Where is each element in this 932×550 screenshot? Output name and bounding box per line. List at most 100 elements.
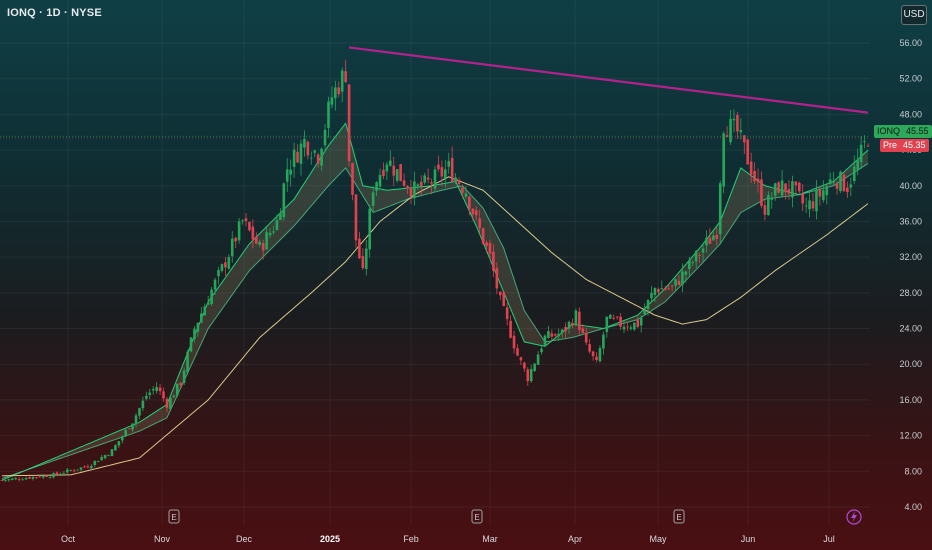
candle bbox=[846, 181, 849, 198]
candle-body bbox=[389, 160, 392, 166]
candle-body bbox=[688, 260, 691, 270]
candle bbox=[309, 151, 313, 165]
candle-body bbox=[138, 408, 141, 416]
candle bbox=[258, 239, 262, 248]
candle-body bbox=[296, 151, 299, 163]
candle-body bbox=[591, 351, 595, 357]
candle-body bbox=[588, 344, 591, 352]
candle bbox=[145, 391, 148, 401]
candle bbox=[461, 184, 464, 199]
candle bbox=[578, 307, 581, 335]
candle bbox=[815, 180, 818, 220]
candle bbox=[660, 280, 664, 290]
candle bbox=[753, 162, 756, 185]
candle bbox=[852, 155, 856, 184]
candle bbox=[230, 231, 234, 263]
candle-body bbox=[602, 334, 605, 349]
candle bbox=[464, 185, 468, 199]
candle-body bbox=[378, 174, 382, 187]
candle bbox=[488, 239, 492, 260]
candle bbox=[361, 248, 365, 270]
candle-body bbox=[28, 477, 31, 479]
candle bbox=[698, 252, 701, 264]
candle bbox=[31, 476, 35, 481]
candle bbox=[433, 165, 437, 193]
y-tick-label: 24.00 bbox=[899, 324, 922, 334]
candle bbox=[69, 469, 73, 472]
candle bbox=[608, 313, 612, 319]
x-tick-label: Oct bbox=[61, 534, 76, 544]
candle-body bbox=[337, 87, 341, 95]
lightning-glyph bbox=[851, 511, 857, 523]
candle-body bbox=[55, 472, 59, 475]
candle bbox=[378, 168, 382, 190]
candle-body bbox=[7, 479, 11, 481]
candle bbox=[595, 352, 598, 363]
candle bbox=[739, 118, 743, 140]
candle-body bbox=[244, 218, 248, 222]
candle-body bbox=[612, 317, 615, 319]
candle bbox=[502, 290, 506, 307]
candle bbox=[822, 180, 825, 203]
candle-body bbox=[471, 208, 475, 215]
candle bbox=[859, 136, 863, 169]
candle bbox=[224, 257, 227, 276]
candle bbox=[7, 478, 11, 482]
candle bbox=[474, 206, 478, 221]
candle bbox=[241, 219, 244, 225]
candle-body bbox=[557, 333, 561, 337]
candle bbox=[756, 168, 760, 193]
candle-body bbox=[529, 369, 533, 382]
candle bbox=[447, 152, 451, 174]
candle-body bbox=[705, 237, 708, 246]
candle bbox=[574, 308, 578, 327]
candle-body bbox=[316, 154, 320, 164]
candle bbox=[337, 81, 341, 98]
candle bbox=[38, 475, 42, 478]
candle-body bbox=[430, 182, 433, 184]
candle bbox=[712, 229, 715, 241]
candle bbox=[732, 109, 736, 133]
candle bbox=[509, 315, 512, 339]
candle bbox=[505, 302, 509, 326]
candle bbox=[48, 475, 52, 479]
candle-body bbox=[818, 189, 822, 197]
candle-body bbox=[395, 169, 399, 181]
candle bbox=[206, 295, 210, 306]
candle-body bbox=[182, 370, 186, 383]
x-tick-label: Dec bbox=[236, 534, 253, 544]
currency-button[interactable]: USD bbox=[901, 5, 927, 25]
candle bbox=[536, 351, 540, 365]
premarket-price-tag: Pre 45.35 bbox=[880, 139, 929, 152]
candle-body bbox=[358, 238, 361, 259]
candle-body bbox=[440, 167, 444, 177]
candle bbox=[557, 328, 561, 342]
candle bbox=[646, 299, 650, 316]
candle bbox=[103, 454, 107, 460]
candle-body bbox=[361, 256, 365, 269]
candle-body bbox=[79, 467, 83, 470]
candle-body bbox=[749, 161, 753, 175]
candle-body bbox=[406, 186, 409, 189]
candle bbox=[72, 468, 76, 473]
candle-body bbox=[419, 181, 423, 187]
y-tick-label: 52.00 bbox=[899, 74, 922, 84]
candle-body bbox=[502, 292, 506, 307]
last-price-value: 45.55 bbox=[906, 126, 929, 136]
candle-body bbox=[540, 348, 543, 353]
candle bbox=[550, 329, 554, 341]
candle-body bbox=[691, 262, 695, 264]
candle bbox=[588, 339, 591, 354]
candle-body bbox=[564, 326, 567, 332]
candle-body bbox=[323, 129, 327, 146]
candle bbox=[131, 423, 134, 432]
candle bbox=[842, 171, 846, 192]
candle-body bbox=[712, 235, 715, 241]
y-tick-label: 32.00 bbox=[899, 252, 922, 262]
candle-body bbox=[674, 279, 677, 286]
candle-body bbox=[615, 316, 619, 318]
x-tick-label: 2025 bbox=[320, 534, 340, 544]
candle-body bbox=[650, 293, 653, 299]
